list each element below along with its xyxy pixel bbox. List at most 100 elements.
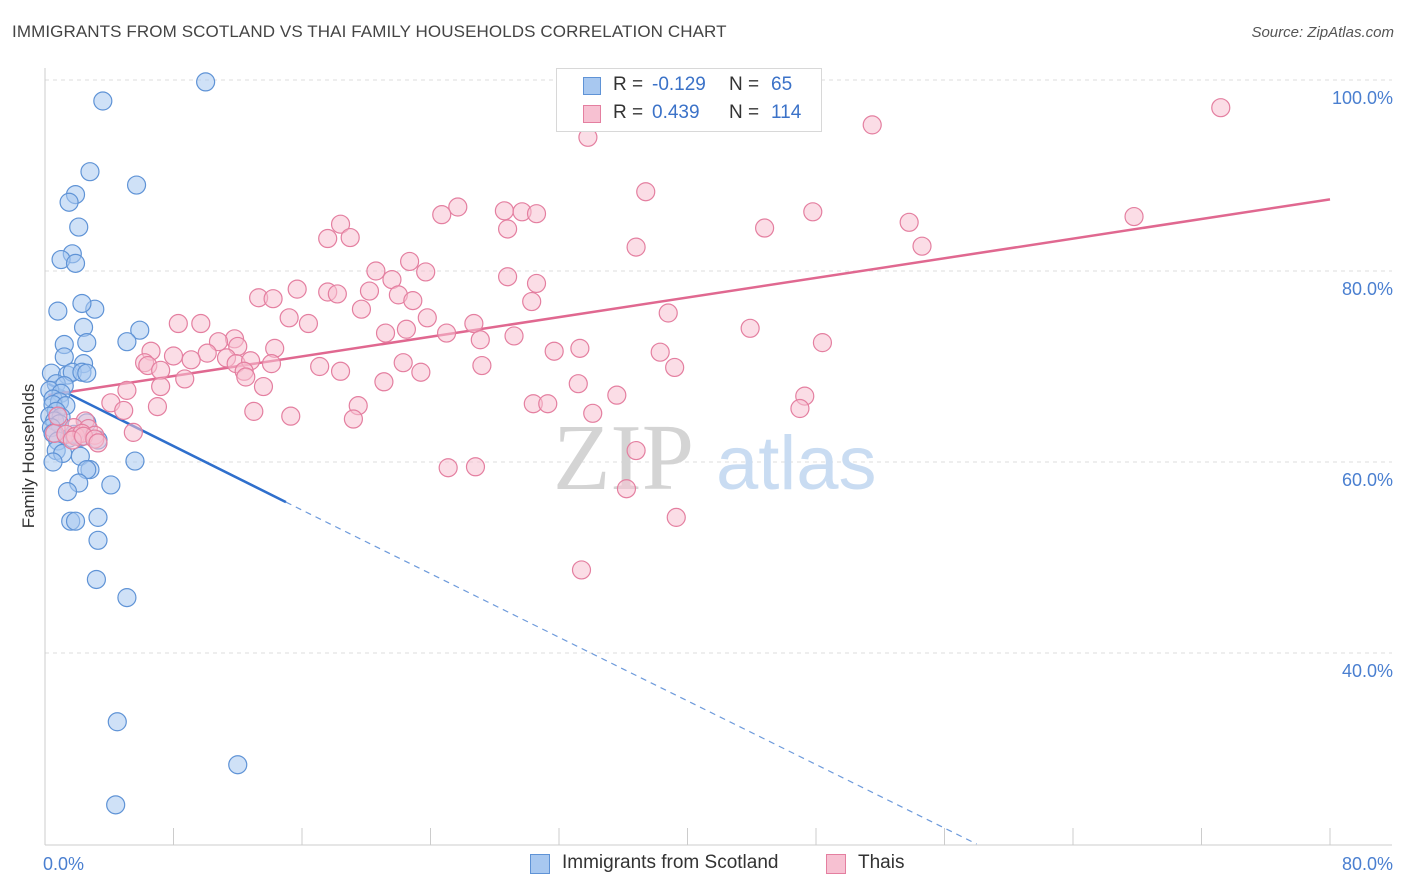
point-thais	[571, 560, 592, 580]
point-thais	[417, 308, 437, 328]
point-scotland	[88, 530, 108, 550]
point-thais	[498, 267, 518, 287]
y-tick-label: 40.0%	[1342, 661, 1393, 681]
point-scotland	[65, 511, 86, 531]
point-thais	[650, 342, 670, 362]
point-scotland	[48, 301, 68, 321]
point-scotland	[43, 452, 63, 472]
point-thais	[570, 338, 590, 358]
legend-n-value: 114	[771, 102, 802, 123]
point-scotland	[86, 569, 107, 590]
point-thais	[123, 422, 143, 442]
legend-r-label: R =	[613, 74, 644, 95]
point-thais	[396, 319, 417, 339]
legend-n-label: N =	[729, 102, 760, 123]
point-thais	[244, 401, 264, 421]
trend-lines	[47, 198, 1331, 845]
point-thais	[616, 479, 637, 499]
point-thais	[754, 218, 775, 238]
point-thais	[912, 236, 932, 256]
point-thais	[636, 182, 656, 202]
point-thais	[261, 354, 282, 374]
legend-n-label: N =	[729, 74, 760, 95]
point-thais	[366, 261, 386, 281]
point-thais	[181, 350, 201, 370]
point-thais	[359, 281, 380, 301]
point-thais	[626, 440, 646, 461]
point-thais	[583, 403, 603, 423]
point-thais	[416, 262, 436, 282]
point-thais	[351, 299, 372, 319]
point-thais	[538, 394, 558, 414]
legend-r-label: R =	[613, 102, 644, 123]
y-tick-label: 80.0%	[1342, 279, 1393, 299]
point-thais	[343, 409, 363, 429]
point-thais	[88, 433, 108, 453]
x-tick-label: 80.0%	[1342, 854, 1393, 874]
point-thais	[432, 205, 452, 225]
point-thais	[151, 360, 171, 380]
y-tick-label: 100.0%	[1332, 88, 1393, 108]
point-scotland	[117, 332, 137, 352]
point-thais	[526, 204, 547, 224]
point-thais	[665, 357, 685, 378]
point-scotland	[196, 72, 216, 92]
point-thais	[393, 353, 413, 373]
point-thais	[803, 202, 823, 222]
point-thais	[568, 374, 588, 394]
legend-n-value: 65	[771, 74, 793, 95]
point-thais	[330, 214, 351, 234]
point-thais	[117, 380, 137, 400]
stats-legend: R = -0.129 N = 65 R = 0.439 N = 114	[556, 68, 822, 132]
point-scotland	[57, 482, 78, 502]
point-thais	[607, 385, 627, 405]
point-thais	[812, 333, 833, 353]
tick-labels: 100.0% 80.0% 60.0% 40.0% 0.0% 80.0%	[43, 88, 1393, 874]
point-thais	[436, 323, 457, 343]
point-thais	[151, 376, 171, 397]
point-thais	[168, 313, 188, 334]
chart-title: IMMIGRANTS FROM SCOTLAND VS THAI FAMILY …	[12, 22, 727, 41]
watermark-atlas: atlas	[716, 421, 877, 506]
point-thais	[740, 318, 760, 338]
y-tick-label: 60.0%	[1342, 470, 1393, 490]
point-thais	[208, 332, 229, 352]
point-scotland	[228, 755, 248, 775]
point-thais	[522, 291, 542, 312]
point-thais	[330, 361, 351, 381]
point-scotland	[80, 162, 100, 182]
point-scotland	[117, 588, 137, 608]
axes	[44, 68, 1392, 846]
point-thais	[340, 227, 360, 248]
point-thais	[263, 289, 283, 309]
bottom-legend-label-scotland: Immigrants from Scotland	[562, 852, 779, 873]
point-scotland	[69, 217, 89, 237]
point-thais	[375, 323, 396, 343]
point-thais	[279, 308, 299, 328]
point-thais	[498, 219, 518, 239]
point-thais	[544, 341, 564, 361]
point-thais	[626, 237, 646, 257]
point-thais	[175, 369, 195, 389]
point-scotland	[54, 347, 74, 367]
point-thais	[287, 279, 307, 299]
trend-line-extension-scotland	[285, 501, 977, 845]
point-scotland	[101, 475, 121, 495]
point-thais	[1124, 206, 1144, 227]
legend-swatch-thais	[583, 105, 601, 123]
y-axis-title: Family Households	[19, 384, 38, 529]
point-thais	[310, 356, 330, 377]
source-label: Source: ZipAtlas.com	[1251, 24, 1394, 41]
point-thais	[899, 212, 919, 232]
point-thais	[448, 197, 468, 217]
x-tick-label: 0.0%	[43, 854, 84, 874]
point-thais	[236, 367, 256, 387]
point-thais	[465, 457, 486, 477]
point-thais	[438, 458, 458, 478]
point-thais	[494, 201, 514, 221]
point-thais	[191, 313, 211, 334]
point-thais	[470, 330, 490, 350]
point-thais	[327, 284, 347, 304]
point-thais	[253, 376, 274, 397]
